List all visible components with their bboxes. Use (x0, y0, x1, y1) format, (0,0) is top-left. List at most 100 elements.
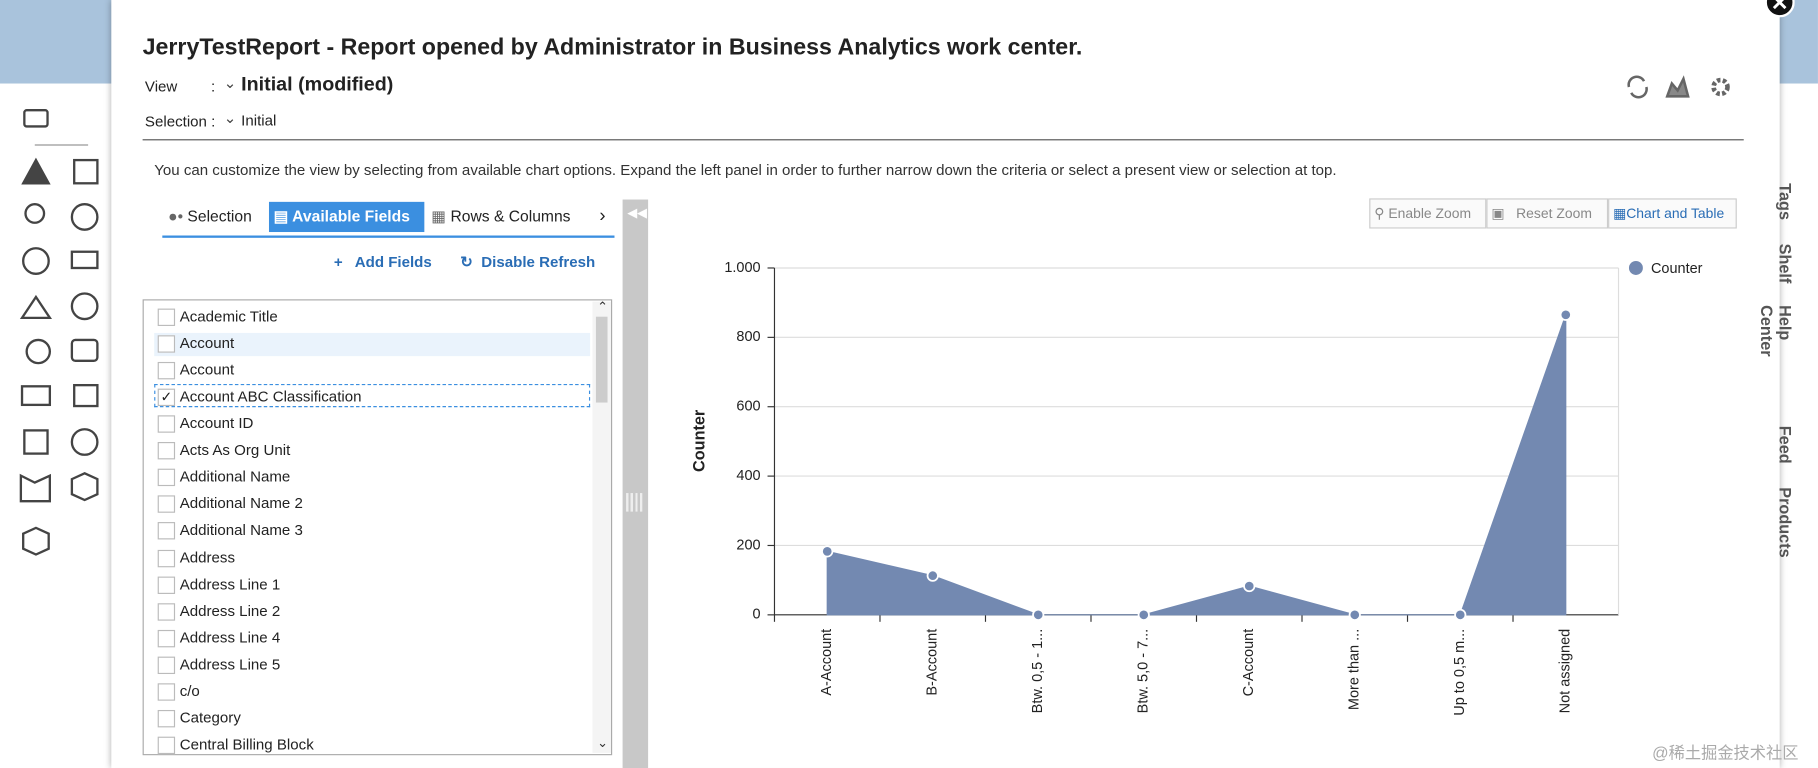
chart-table-button[interactable]: ▦Chart and Table (1608, 198, 1737, 229)
checkbox[interactable] (157, 362, 176, 380)
field-label[interactable]: Additional Name (179, 467, 291, 486)
dialog (111, 0, 1780, 768)
splitter[interactable] (622, 199, 649, 768)
x-tick-label: A-Account (819, 629, 835, 696)
checkbox[interactable] (157, 629, 176, 648)
selection-value[interactable]: Initial (241, 111, 277, 129)
y-axis-title: Counter (691, 409, 709, 472)
settings-icon[interactable] (1711, 77, 1730, 97)
field-label[interactable]: Address Line 5 (179, 655, 281, 673)
checkbox[interactable] (157, 469, 176, 487)
view-label: View (144, 77, 178, 96)
side-tab[interactable]: Products (1776, 487, 1795, 558)
legend-swatch (1628, 261, 1643, 275)
zoom-button[interactable]: ⚲ Enable Zoom (1369, 198, 1487, 229)
side-tab[interactable]: Help Center (1757, 305, 1795, 357)
close-button[interactable] (1764, 0, 1795, 18)
nav-icon[interactable] (22, 526, 50, 556)
checkbox[interactable]: ✓ (157, 388, 176, 407)
y-tick-label: 0 (753, 607, 761, 623)
nav-icon[interactable] (70, 338, 99, 362)
field-label[interactable]: Address (179, 548, 236, 566)
checkbox[interactable] (157, 576, 176, 594)
scrollbar[interactable] (592, 301, 612, 753)
side-tab[interactable]: Feed (1776, 425, 1795, 464)
field-label[interactable]: Account (179, 334, 235, 352)
tab-next[interactable]: › (599, 206, 606, 227)
add-fields[interactable]: + Add Fields (333, 252, 432, 271)
action-label: Disable Refresh (481, 252, 596, 271)
nav-icon[interactable] (22, 247, 50, 275)
field-label[interactable]: Address Line 2 (179, 601, 281, 620)
point (1243, 579, 1256, 593)
disable-refresh[interactable]: ↻ Disable Refresh (460, 252, 596, 271)
view-dropdown-arrow[interactable]: ⌄ (223, 74, 237, 92)
nav-icon[interactable] (70, 203, 99, 231)
view-value[interactable]: Initial (modified) (241, 73, 394, 96)
checkbox[interactable] (157, 308, 176, 326)
tab-active[interactable]: ▤ Available Fields (268, 201, 425, 233)
field-label[interactable]: Account (179, 360, 235, 379)
nav-icon[interactable] (70, 428, 99, 456)
field-label[interactable]: Central Billing Block (179, 735, 314, 753)
nav-icon[interactable] (70, 292, 99, 321)
point (1032, 608, 1045, 621)
checkbox[interactable] (157, 683, 176, 701)
nav-icon[interactable] (24, 203, 46, 224)
button-label: Chart and Table (1626, 205, 1725, 222)
x-tick-label: Btw. 0,5 - 1... (1030, 629, 1046, 714)
field-label[interactable]: Account ID (179, 414, 254, 432)
x-tick-label: B-Account (925, 629, 941, 696)
checkbox[interactable] (157, 656, 176, 674)
checkbox[interactable] (157, 602, 176, 621)
checkbox[interactable] (157, 709, 176, 728)
tab[interactable]: ●• Selection (168, 207, 252, 226)
nav-icon[interactable] (23, 429, 49, 455)
checkbox[interactable] (157, 335, 176, 353)
field-label[interactable]: c/o (179, 681, 200, 700)
nav-icon[interactable] (70, 472, 99, 502)
scroll-up[interactable]: ⌃ (597, 300, 608, 315)
refresh-icon[interactable] (1627, 75, 1648, 99)
tab[interactable]: ▦ Rows & Columns (431, 207, 571, 226)
scroll-down[interactable]: ⌄ (597, 736, 608, 751)
focus-outline (154, 384, 591, 408)
reset-zoom-button[interactable]: ▣ Reset Zoom (1486, 198, 1609, 229)
nav-icon[interactable] (25, 338, 52, 365)
row-hover (154, 332, 591, 357)
field-label[interactable]: Account ABC Classification (179, 387, 362, 406)
nav-icon[interactable] (20, 385, 52, 407)
tab-label: Rows & Columns (450, 207, 571, 226)
checkbox[interactable] (157, 415, 176, 433)
chart-icon[interactable] (1665, 75, 1690, 98)
collapse-icon[interactable]: ◀◀ (627, 206, 647, 221)
nav-icon[interactable] (23, 109, 49, 128)
nav-icon[interactable] (21, 157, 51, 185)
field-label[interactable]: Additional Name 2 (179, 494, 303, 513)
field-label[interactable]: Acts As Org Unit (179, 441, 291, 459)
x-tick-label: C-Account (1241, 629, 1257, 697)
field-label[interactable]: Address Line 4 (179, 628, 281, 646)
checkbox[interactable] (157, 442, 176, 460)
checkbox[interactable] (157, 736, 176, 755)
field-label[interactable]: Category (179, 708, 241, 727)
scroll-thumb[interactable] (595, 316, 608, 403)
nav-icon[interactable] (19, 473, 52, 503)
checkbox[interactable] (157, 495, 176, 514)
description: You can customize the view by selecting … (154, 161, 1337, 179)
nav-icon[interactable] (70, 250, 99, 270)
side-tab[interactable]: Shelf (1776, 243, 1795, 284)
field-label[interactable]: Academic Title (179, 307, 278, 325)
checkbox[interactable] (157, 549, 176, 567)
side-tab[interactable]: Tags (1776, 183, 1795, 221)
field-label[interactable]: Address Line 1 (179, 574, 281, 593)
nav-icon[interactable] (19, 294, 53, 320)
field-label[interactable]: Additional Name 3 (179, 521, 303, 539)
nav-icon[interactable] (73, 158, 99, 185)
nav-icon[interactable] (73, 383, 99, 408)
divider (142, 139, 1744, 141)
selection-dropdown-arrow[interactable]: ⌄ (223, 109, 237, 127)
checkbox[interactable] (157, 522, 176, 540)
grip[interactable] (626, 493, 643, 512)
